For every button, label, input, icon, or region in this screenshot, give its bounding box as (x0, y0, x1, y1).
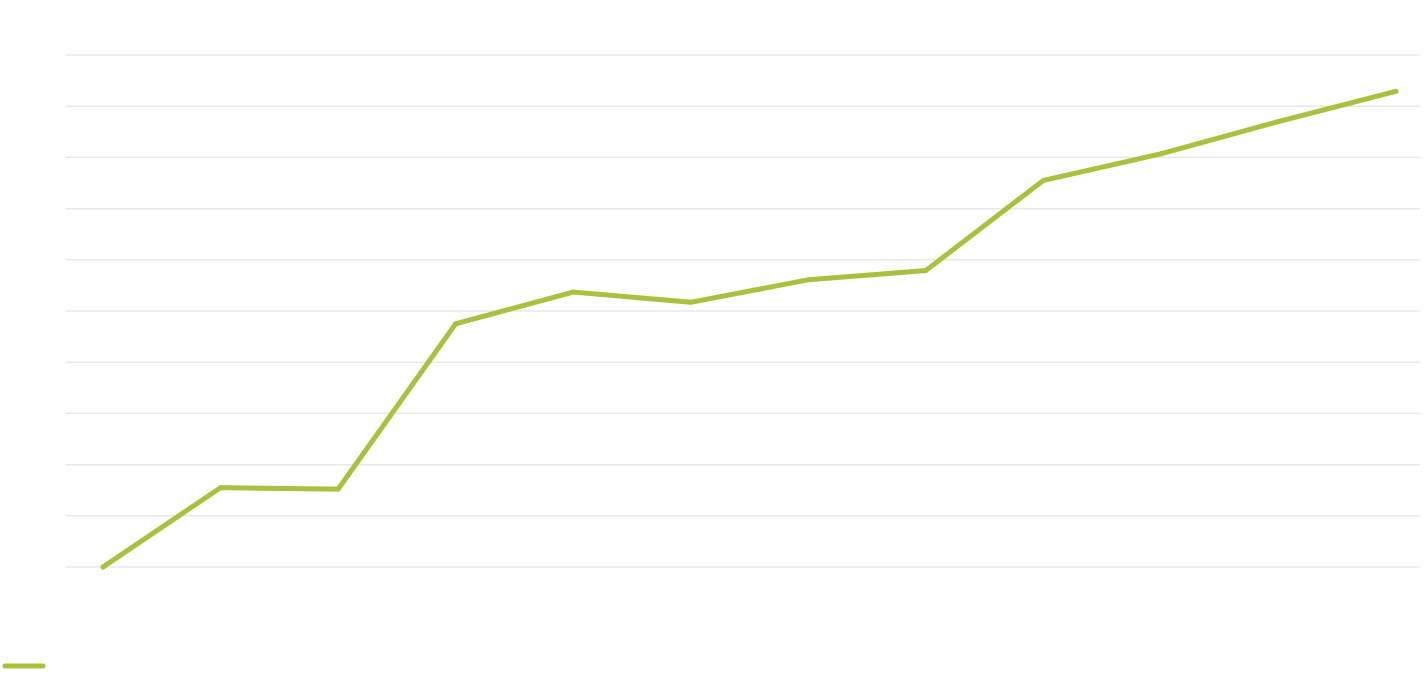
data-point (335, 486, 341, 492)
data-point (923, 268, 929, 274)
gridlines (66, 54, 1420, 568)
data-point (1275, 119, 1281, 125)
data-point (100, 564, 106, 570)
data-point (218, 485, 224, 491)
series-line-1 (100, 88, 1399, 570)
data-point (688, 299, 694, 305)
data-point (1040, 177, 1046, 183)
data-point (1393, 88, 1399, 94)
data-point (1158, 151, 1164, 157)
data-point (453, 321, 459, 327)
data-point (570, 289, 576, 295)
series-group (100, 88, 1399, 570)
data-point (805, 277, 811, 283)
